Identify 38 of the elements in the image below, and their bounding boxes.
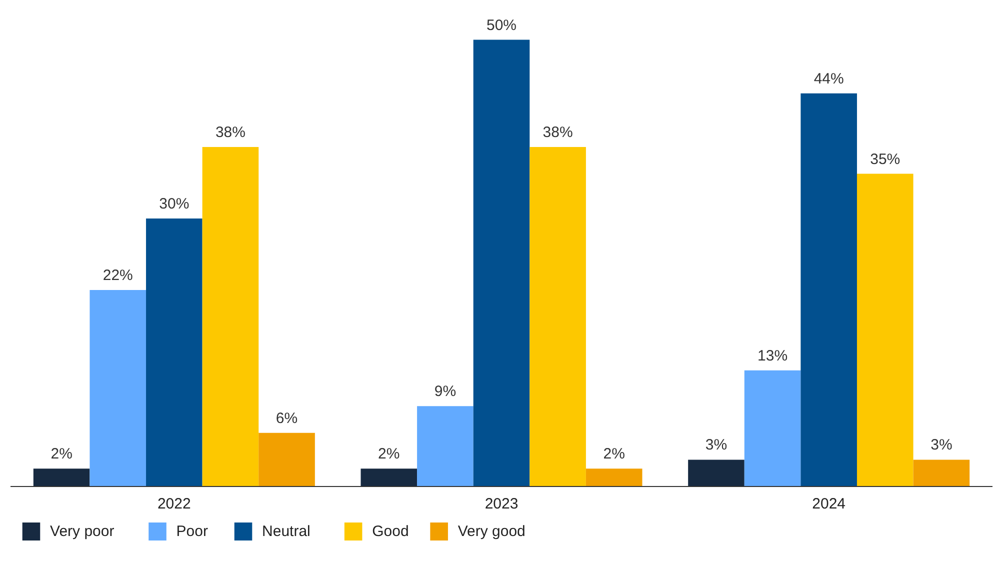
legend-label: Good	[372, 523, 409, 540]
legend-label: Neutral	[262, 523, 310, 540]
legend-label: Very good	[458, 523, 526, 540]
bar	[33, 468, 90, 486]
bar	[913, 460, 970, 486]
x-tick-label: 2023	[484, 496, 518, 512]
data-label: 2%	[378, 446, 400, 463]
legend-label: Poor	[176, 523, 208, 540]
data-label: 44%	[814, 70, 844, 88]
data-label: 6%	[276, 410, 298, 427]
data-label: 50%	[486, 16, 517, 34]
data-label: 3%	[705, 436, 728, 454]
bar	[360, 468, 418, 486]
bar	[258, 432, 315, 486]
data-label: 9%	[434, 383, 456, 400]
x-tick-label: 2022	[157, 496, 191, 512]
data-label: 38%	[215, 124, 246, 141]
data-label: 30%	[159, 195, 190, 212]
data-label: 35%	[870, 150, 900, 168]
data-label: 2%	[603, 446, 625, 463]
bar	[202, 146, 259, 486]
bar	[417, 406, 474, 486]
bar	[530, 146, 586, 486]
bar	[90, 290, 146, 486]
bar	[473, 40, 530, 486]
data-label: 3%	[930, 436, 952, 454]
legend-label: Very poor	[50, 523, 114, 540]
bar	[856, 174, 914, 486]
data-label: 13%	[758, 347, 788, 364]
data-label: 2%	[50, 446, 72, 463]
x-tick-label: 2024	[812, 496, 846, 512]
data-label: 22%	[102, 266, 133, 284]
bar	[688, 460, 744, 486]
bar	[800, 93, 857, 486]
data-label: 38%	[542, 124, 573, 141]
bar	[586, 468, 642, 486]
bar	[146, 218, 202, 486]
bar	[744, 370, 801, 486]
